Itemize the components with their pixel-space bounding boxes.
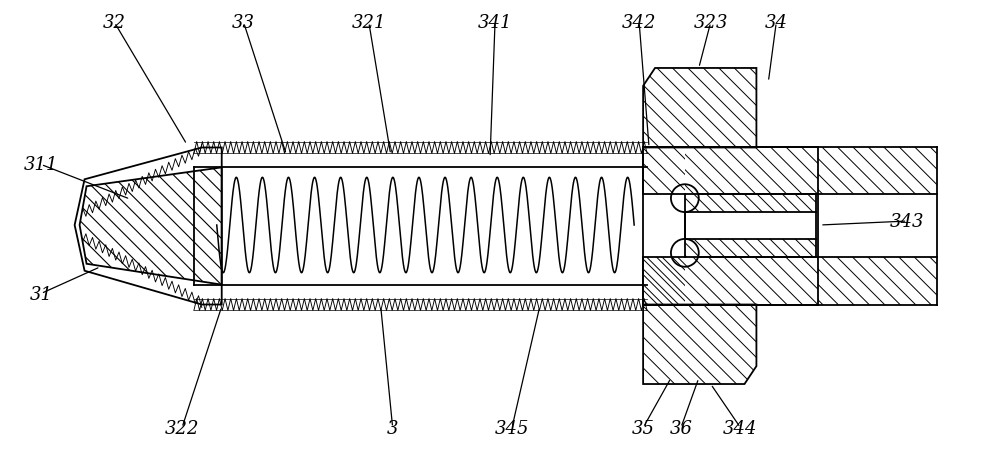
Text: 311: 311 (24, 156, 58, 174)
Text: 345: 345 (495, 419, 529, 437)
Text: 31: 31 (29, 285, 52, 303)
Polygon shape (685, 195, 816, 257)
Text: 342: 342 (622, 14, 656, 32)
Text: 343: 343 (890, 212, 925, 230)
Text: 321: 321 (352, 14, 386, 32)
Text: 33: 33 (232, 14, 255, 32)
Text: 35: 35 (632, 419, 655, 437)
Circle shape (671, 239, 699, 267)
Text: 32: 32 (103, 14, 126, 32)
Text: 323: 323 (693, 14, 728, 32)
Text: 344: 344 (723, 419, 758, 437)
Text: 34: 34 (765, 14, 788, 32)
Text: 322: 322 (165, 419, 199, 437)
Text: 36: 36 (669, 419, 692, 437)
Text: 3: 3 (387, 419, 398, 437)
Text: 341: 341 (478, 14, 512, 32)
Circle shape (671, 185, 699, 212)
